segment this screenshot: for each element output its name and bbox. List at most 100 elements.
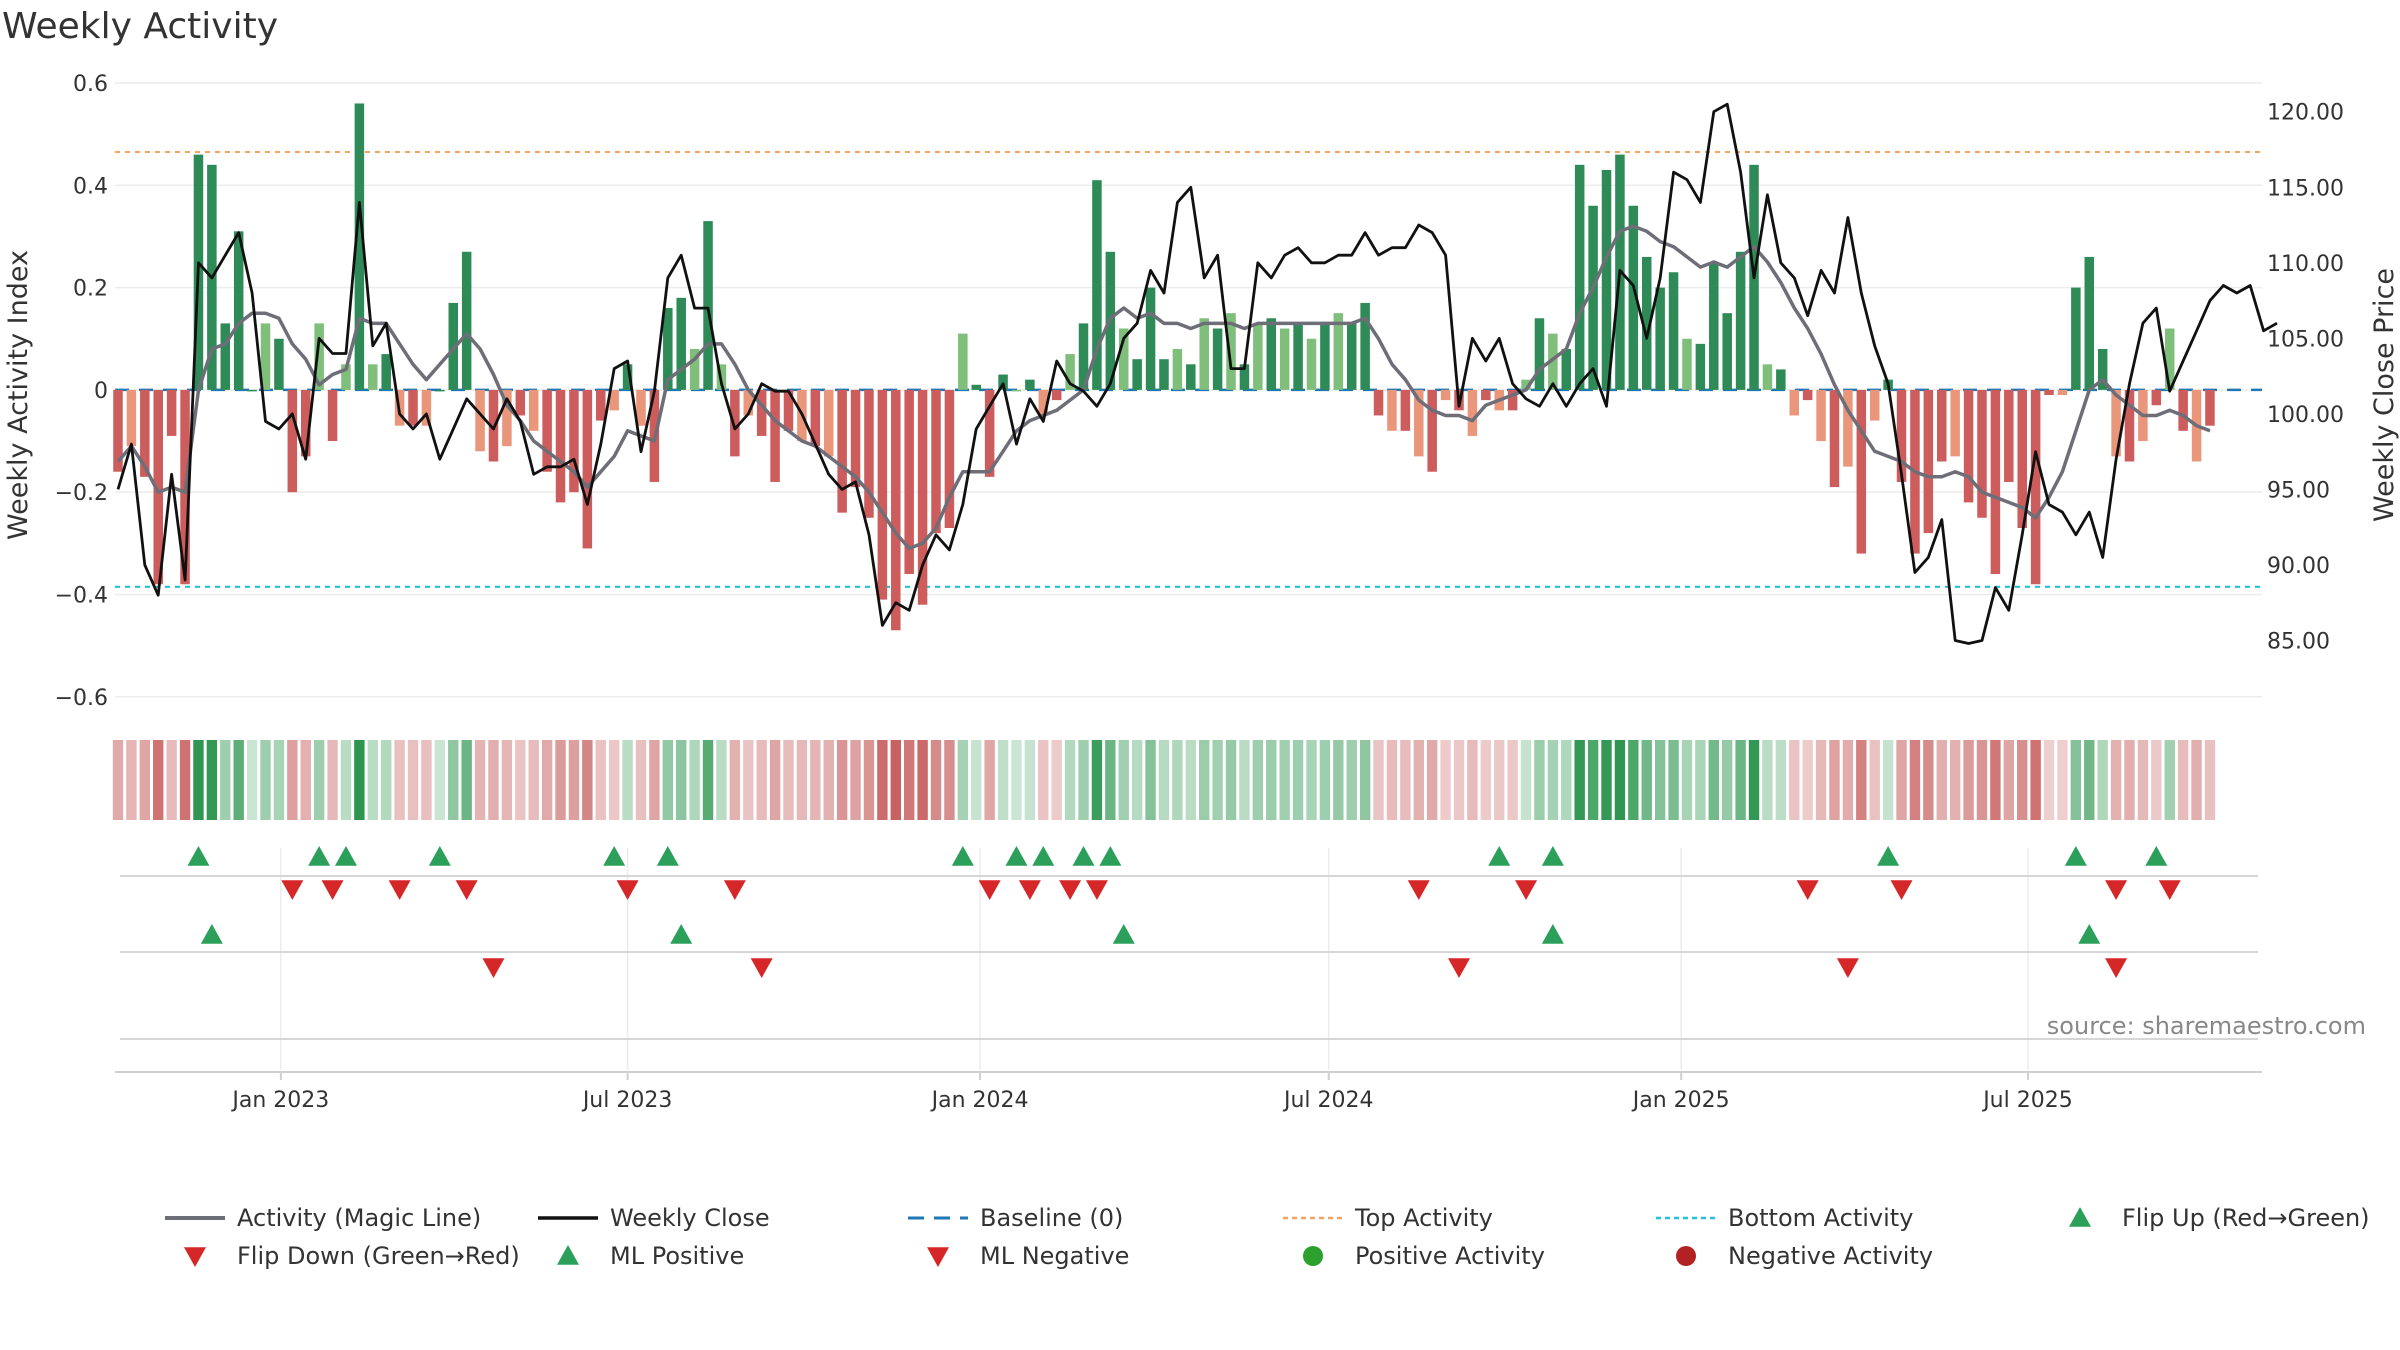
heat-strip-cell: [622, 740, 633, 820]
ml-positive-marker: [670, 924, 693, 944]
heat-strip-cell: [354, 740, 365, 820]
heat-strip-cell: [555, 740, 566, 820]
heat-strip-cell: [1091, 740, 1103, 820]
activity-bar: [1816, 389, 1826, 442]
series-lines: [116, 102, 2278, 645]
heat-strip-cell: [1923, 740, 1934, 820]
activity-bar: [596, 389, 606, 421]
heat-strip-cell: [1574, 740, 1585, 820]
heat-strip-cell: [273, 740, 285, 820]
x-axis: Jan 2023 Jul 2023 Jan 2024 Jul 2024 Jan 2025…: [230, 1072, 2073, 1113]
heat-strip-cell: [2003, 740, 2015, 820]
heat-strip-cell: [220, 740, 231, 820]
heat-strip-cell: [1789, 740, 1800, 820]
legend-swatch-circle: [1676, 1246, 1696, 1266]
flip-down-marker: [1796, 880, 1819, 900]
activity-bar: [475, 389, 485, 452]
activity-bar: [904, 389, 914, 575]
activity-bar: [730, 389, 740, 457]
heat-strip-cell: [327, 740, 338, 820]
heat-strip-cell: [1869, 740, 1880, 820]
activity-bar: [770, 389, 780, 482]
heat-strip-cell: [126, 740, 137, 820]
right-tick-label: 95.00: [2267, 478, 2330, 503]
activity-bar: [1212, 328, 1223, 390]
heat-strip-cell: [1909, 740, 1921, 820]
legend-label: Positive Activity: [1355, 1242, 1545, 1270]
heat-strip-cell: [595, 740, 606, 820]
heat-strip-cell: [1963, 740, 1974, 820]
heat-strip-cell: [1453, 740, 1465, 820]
activity-bar: [153, 389, 163, 585]
heat-strip-cell: [582, 740, 593, 820]
activity-bars: [113, 103, 2215, 631]
heat-strip-cell: [1990, 740, 2001, 820]
activity-bar: [1011, 389, 1022, 392]
heat-strip-cell: [300, 740, 311, 820]
activity-bar: [1320, 323, 1330, 390]
activity-bar: [917, 389, 928, 605]
activity-bar: [2164, 328, 2175, 390]
flip-up-marker: [656, 846, 679, 866]
activity-bar: [582, 389, 593, 549]
heat-strip-cell: [2137, 740, 2149, 820]
heat-strip-cell: [1949, 740, 1961, 820]
heat-strip-cell: [1856, 740, 1867, 820]
heat-strip-cell: [1212, 740, 1223, 820]
heat-strip-cell: [2097, 740, 2108, 820]
legend-swatch-triangle: [557, 1245, 579, 1265]
activity-bar: [140, 389, 150, 477]
heat-strip-cell: [917, 740, 928, 820]
heat-strip-cell: [1802, 740, 1813, 820]
heat-strip-cell: [729, 740, 741, 820]
activity-bar: [287, 389, 298, 493]
heat-strip-cell: [1547, 740, 1559, 820]
activity-bar: [1655, 287, 1665, 390]
right-axis-label: Weekly Close Price: [2369, 268, 2400, 522]
legend-label: Negative Activity: [1728, 1242, 1933, 1270]
heat-strip-cell: [1829, 740, 1840, 820]
activity-bar: [502, 389, 512, 447]
right-tick-label: 110.00: [2267, 252, 2344, 277]
flip-down-marker: [1085, 880, 1108, 900]
activity-bar: [1025, 379, 1035, 390]
flip-up-marker: [1099, 846, 1122, 866]
ml-positive-marker: [2078, 924, 2101, 944]
heat-strip-cell: [1225, 740, 1237, 820]
left-axis-ticks: 0.6 0.4 0.2 0 −0.2 −0.4 −0.6: [55, 72, 108, 711]
heat-strip-cell: [2057, 740, 2068, 820]
activity-bar: [971, 384, 981, 390]
flip-up-marker: [1877, 846, 1900, 866]
activity-bar: [1789, 389, 1799, 416]
heat-strip-cell: [153, 740, 164, 820]
activity-bar: [1239, 364, 1250, 390]
heat-strip-cell: [2191, 740, 2202, 820]
activity-bar: [1574, 164, 1585, 390]
left-tick-label: −0.6: [55, 686, 108, 711]
right-tick-label: 90.00: [2267, 554, 2330, 579]
activity-bar: [663, 308, 673, 390]
heat-strip-cell: [246, 740, 258, 820]
activity-bar: [341, 364, 351, 390]
flip-up-marker: [308, 846, 331, 866]
activity-bar: [408, 389, 418, 426]
activity-bar: [1293, 323, 1303, 390]
heat-strip-cell: [984, 740, 995, 820]
activity-bar: [1387, 389, 1397, 431]
activity-bar: [1199, 318, 1209, 390]
heat-strip-cell: [179, 740, 191, 820]
heat-strip-cell: [394, 740, 405, 820]
activity-bar: [1346, 323, 1357, 390]
activity-bar: [1306, 338, 1317, 390]
heat-strip-cell: [501, 740, 513, 820]
heat-strip-cell: [2043, 740, 2055, 820]
activity-bar: [1186, 364, 1196, 390]
activity-bar: [1950, 389, 1960, 457]
heat-strip-cell: [810, 740, 821, 820]
heat-strip-cell: [1413, 740, 1424, 820]
activity-bar: [555, 389, 566, 503]
gridlines: [115, 82, 2262, 1070]
heat-strip-cell: [863, 740, 875, 820]
heat-strip-cell: [1561, 740, 1572, 820]
